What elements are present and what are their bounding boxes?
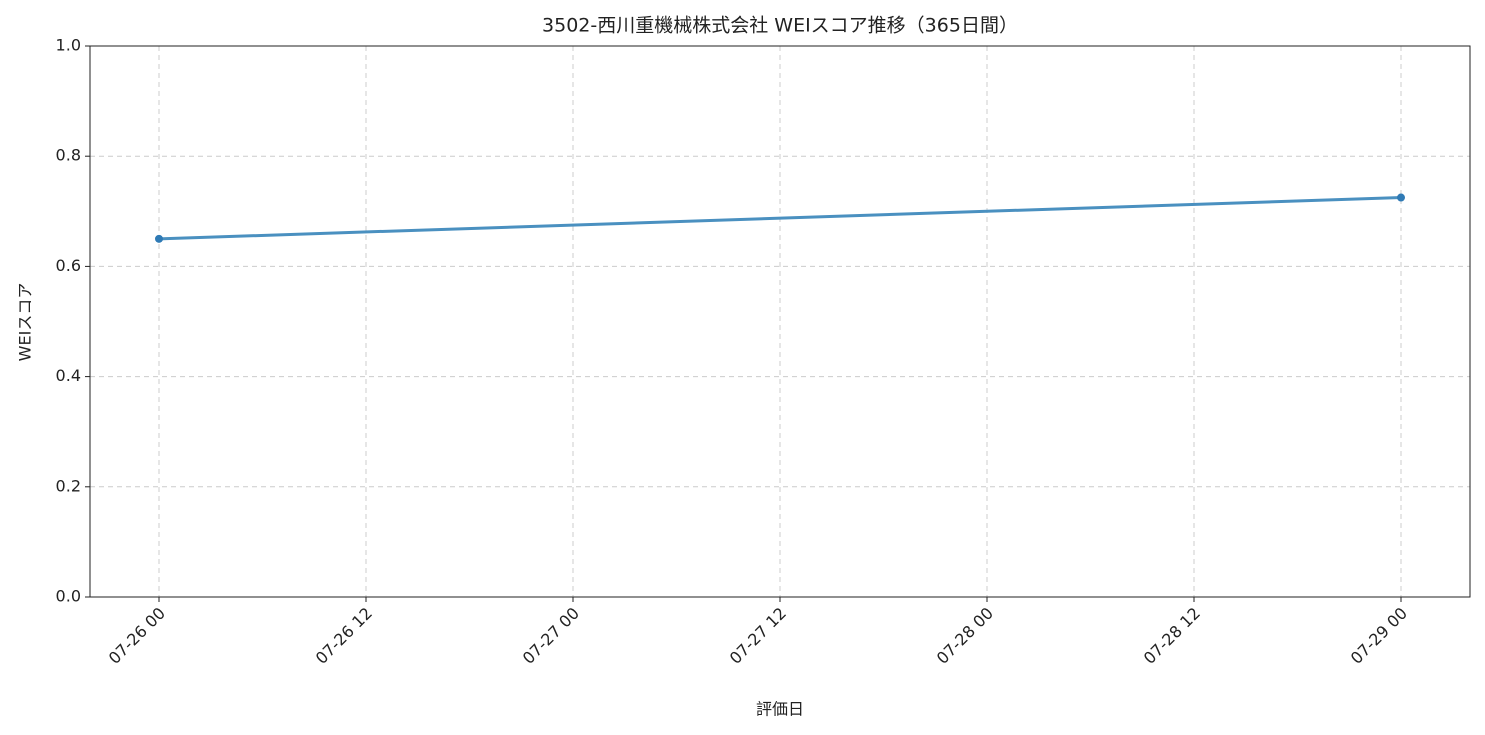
y-tick-label: 0.6 [56,256,81,275]
y-tick-label: 0.4 [56,366,81,385]
y-axis-label: WEIスコア [16,283,35,362]
x-tick-label: 07-28 00 [933,604,997,668]
y-tick-label: 0.0 [56,587,81,606]
x-tick-label: 07-26 12 [312,604,376,668]
x-tick-label: 07-26 00 [105,604,169,668]
plot-frame [89,45,1471,598]
x-tick-label: 07-28 12 [1140,604,1204,668]
x-tick-label: 07-27 12 [726,604,790,668]
data-point [155,234,163,243]
y-tick-label: 1.0 [56,36,81,55]
x-axis-label: 評価日 [756,700,804,719]
data-point [1397,193,1405,202]
data-line [158,196,1402,241]
x-tick-label: 07-27 00 [519,604,583,668]
chart-title: 3502-西川重機械株式会社 WEIスコア推移（365日間） [542,15,1018,37]
y-tick-label: 0.8 [56,146,81,165]
x-tick-label: 07-29 00 [1347,604,1411,668]
y-tick-label: 0.2 [56,476,81,495]
